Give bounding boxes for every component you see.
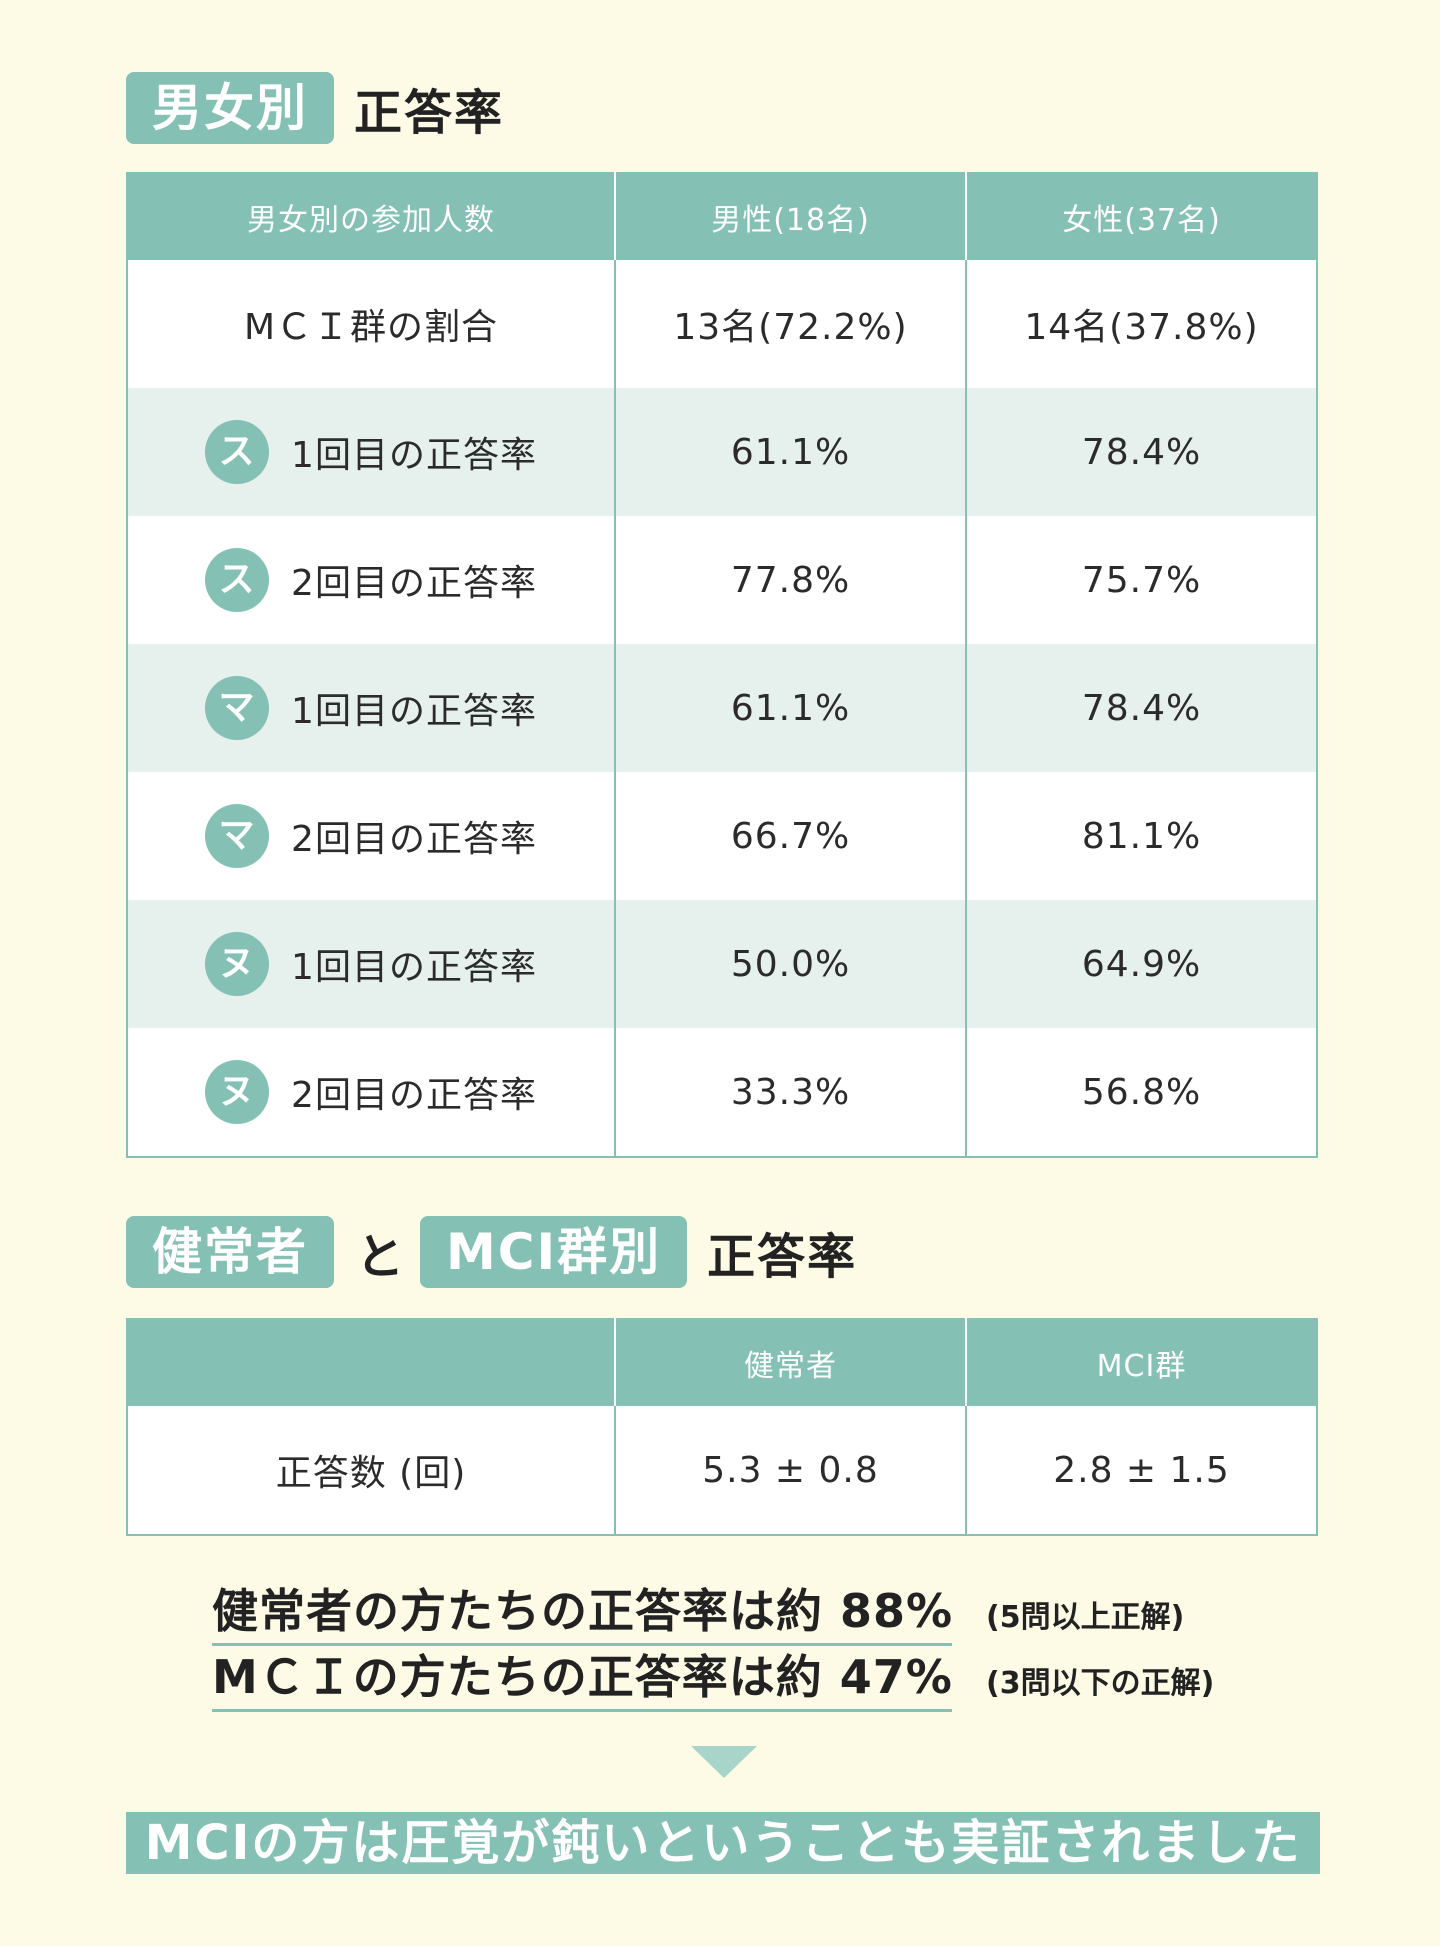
table-row: 正答数 (回) 5.3 ± 0.8 2.8 ± 1.5: [127, 1406, 1317, 1535]
gender-accuracy-table: 男女別の参加人数 男性(18名) 女性(37名) MＣＩ群の割合 13名(72.…: [126, 172, 1318, 1158]
mci-ratio-male: 13名(72.2%): [614, 260, 966, 388]
table-header-row: 男女別の参加人数 男性(18名) 女性(37名): [127, 173, 1317, 260]
ma-circle-icon: マ: [205, 676, 270, 740]
connector-text: と: [356, 1229, 405, 1285]
correct-count-label: 正答数 (回): [127, 1406, 615, 1535]
row-label: 1回目の正答率: [291, 691, 537, 732]
row-label: 2回目の正答率: [291, 819, 537, 860]
row-label: 2回目の正答率: [291, 1075, 537, 1116]
section1-title: 正答率: [354, 85, 505, 141]
table-row: ス 2回目の正答率 77.8% 75.7%: [127, 516, 1317, 644]
nu-circle-icon: ヌ: [205, 932, 270, 996]
su-circle-icon: ス: [205, 420, 270, 484]
table-row: マ 1回目の正答率 61.1% 78.4%: [127, 644, 1317, 772]
header-male: 男性(18名): [614, 173, 966, 260]
summary-line-healthy: 健常者の方たちの正答率は約 88% (5問以上正解): [212, 1580, 1214, 1646]
mci-summary: MＣＩの方たちの正答率は約 47%: [212, 1641, 952, 1712]
header-mci: MCI群: [965, 1319, 1317, 1406]
mci-ratio-label: MＣＩ群の割合: [127, 260, 615, 388]
female-value: 81.1%: [965, 772, 1317, 900]
female-value: 56.8%: [965, 1028, 1317, 1157]
healthy-summary: 健常者の方たちの正答率は約 88%: [212, 1575, 952, 1646]
summary: 健常者の方たちの正答率は約 88% (5問以上正解) MＣＩの方たちの正答率は約…: [212, 1580, 1214, 1712]
male-value: 33.3%: [614, 1028, 966, 1157]
female-value: 64.9%: [965, 900, 1317, 1028]
section2-title: 正答率: [707, 1229, 858, 1285]
section1-heading: 男女別 正答率: [126, 72, 504, 144]
male-value: 66.7%: [614, 772, 966, 900]
female-value: 75.7%: [965, 516, 1317, 644]
table-row: ヌ 1回目の正答率 50.0% 64.9%: [127, 900, 1317, 1028]
mci-ratio-female: 14名(37.8%): [965, 260, 1317, 388]
mci-group-tag: MCI群別: [420, 1216, 688, 1288]
healthy-tag: 健常者: [126, 1216, 334, 1288]
section2-heading: 健常者 と MCI群別 正答率: [126, 1216, 857, 1288]
ma-circle-icon: マ: [205, 804, 270, 868]
nu-circle-icon: ヌ: [205, 1060, 270, 1124]
male-value: 61.1%: [614, 388, 966, 516]
male-value: 77.8%: [614, 516, 966, 644]
header-healthy: 健常者: [614, 1319, 966, 1406]
gender-tag: 男女別: [126, 72, 334, 144]
row-label: 1回目の正答率: [291, 435, 537, 476]
table-header-row: 健常者 MCI群: [127, 1319, 1317, 1406]
male-value: 61.1%: [614, 644, 966, 772]
conclusion-banner: MCIの方は圧覚が鈍いということも実証されました: [126, 1812, 1320, 1874]
row-label: 2回目の正答率: [291, 563, 537, 604]
table-row: ヌ 2回目の正答率 33.3% 56.8%: [127, 1028, 1317, 1157]
mci-note: (3問以下の正解): [986, 1666, 1215, 1701]
healthy-value: 5.3 ± 0.8: [614, 1406, 966, 1535]
su-circle-icon: ス: [205, 548, 270, 612]
summary-line-mci: MＣＩの方たちの正答率は約 47% (3問以下の正解): [212, 1646, 1214, 1712]
mci-value: 2.8 ± 1.5: [965, 1406, 1317, 1535]
group-accuracy-table: 健常者 MCI群 正答数 (回) 5.3 ± 0.8 2.8 ± 1.5: [126, 1318, 1318, 1536]
table-row: ス 1回目の正答率 61.1% 78.4%: [127, 388, 1317, 516]
header-participants: 男女別の参加人数: [127, 173, 615, 260]
healthy-note: (5問以上正解): [986, 1600, 1185, 1635]
female-value: 78.4%: [965, 388, 1317, 516]
male-value: 50.0%: [614, 900, 966, 1028]
female-value: 78.4%: [965, 644, 1317, 772]
row-label: 1回目の正答率: [291, 947, 537, 988]
table-row: マ 2回目の正答率 66.7% 81.1%: [127, 772, 1317, 900]
mci-ratio-row: MＣＩ群の割合 13名(72.2%) 14名(37.8%): [127, 260, 1317, 388]
down-arrow-icon: [691, 1746, 757, 1778]
header-empty: [127, 1319, 615, 1406]
header-female: 女性(37名): [965, 173, 1317, 260]
